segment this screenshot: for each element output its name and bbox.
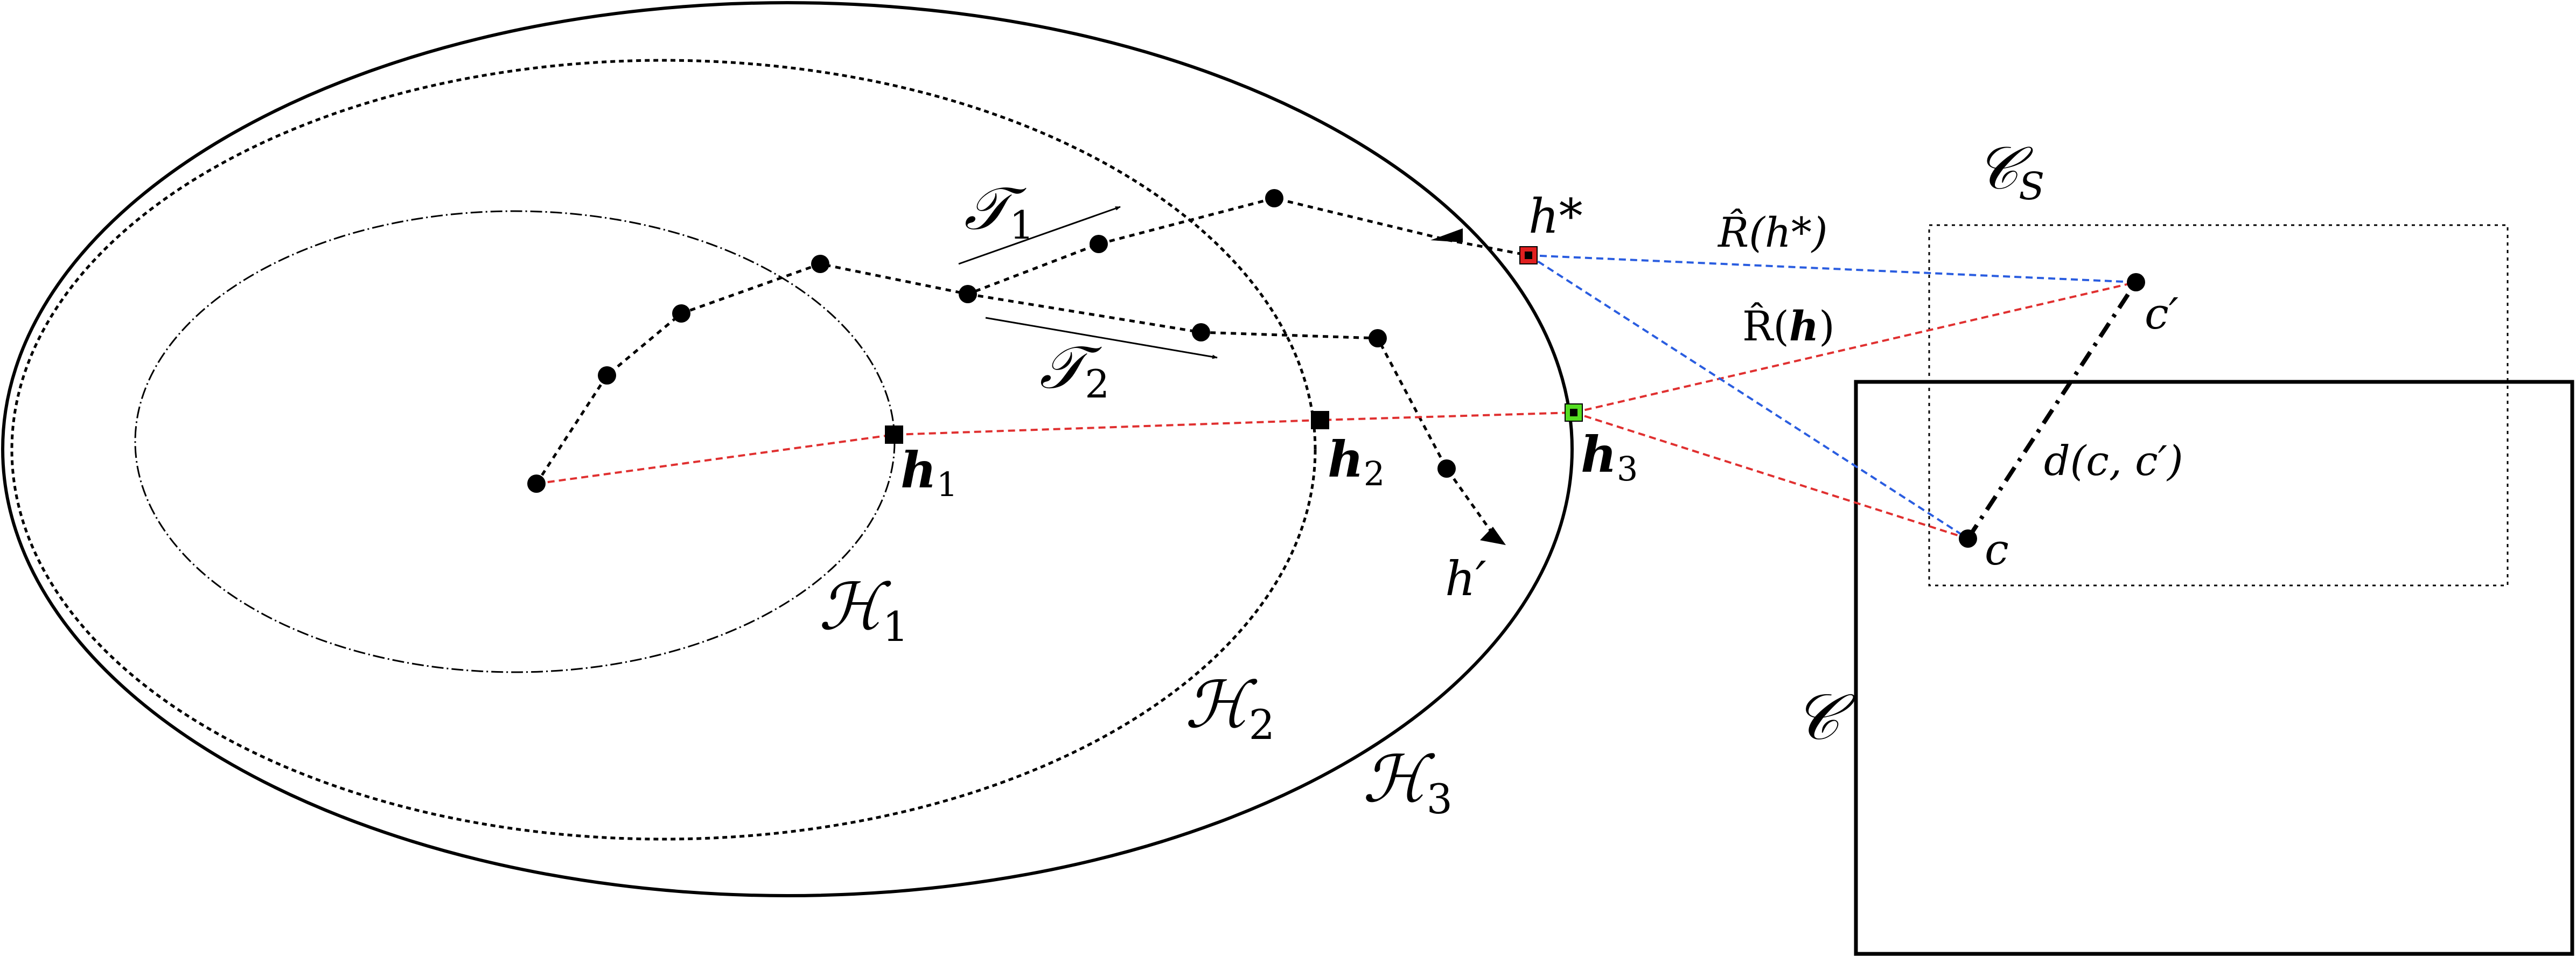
point-c-dot	[1959, 529, 1977, 548]
trajectory-t1-arrow	[958, 206, 1121, 265]
blue-path-hstar-to-c	[1527, 254, 1969, 540]
point-h1-label: h1	[900, 441, 958, 504]
trajectory-nodes	[527, 189, 1456, 493]
trajectory-t2-end-triangle	[1480, 527, 1506, 545]
set-c-rect	[1854, 380, 2574, 956]
set-cs-label: 𝒞S	[1975, 134, 2044, 208]
trajectory-node	[1369, 329, 1387, 347]
red-path-h3-to-c-prime	[1573, 281, 2137, 414]
edge-r-hat-h-label: R̂(h)	[1742, 302, 1835, 350]
trajectory-node	[1192, 323, 1210, 341]
distance-c-c-prime-line	[1966, 281, 2138, 540]
region-h3-boundary	[1, 1, 1574, 897]
trajectory-t2-label: 𝒯2	[1039, 333, 1109, 407]
trajectory-node	[1090, 235, 1108, 253]
point-h-star-label: h*	[1528, 189, 1583, 244]
point-h-prime-label: h′	[1445, 551, 1486, 606]
point-c-prime-label: c′	[2145, 289, 2179, 339]
trajectory-node	[811, 255, 829, 273]
region-h2-label: ℋ2	[1185, 668, 1275, 749]
point-c-label: c	[1985, 525, 2009, 575]
edge-r-hat-hstar-label: R̂(h*)	[1717, 208, 1827, 256]
trajectory-node	[1437, 459, 1456, 478]
trajectory-node	[598, 366, 616, 385]
blue-path-hstar-to-c-prime	[1528, 254, 2137, 283]
point-h2-marker	[1311, 411, 1329, 429]
region-h2-boundary	[10, 59, 1317, 841]
point-c-prime-dot	[2127, 273, 2145, 291]
red-path-h-to-h3	[536, 411, 1574, 485]
trajectory-node	[1265, 189, 1283, 207]
edge-distance-label: d(c, c′)	[2044, 437, 2183, 485]
trajectory-branch-node	[959, 285, 977, 303]
set-c-label: 𝒞	[1793, 680, 1855, 754]
red-path-h3-to-c	[1573, 411, 1968, 540]
point-h2-label: h2	[1328, 430, 1385, 493]
trajectory-t1-end-triangle	[1430, 228, 1463, 242]
point-h1-marker	[885, 425, 903, 444]
region-h1-boundary	[134, 210, 896, 673]
trajectory-t2-arrow	[985, 317, 1218, 359]
trajectory-t1-label: 𝒯1	[964, 174, 1034, 248]
trajectory-start-node	[527, 474, 546, 493]
point-h3-label: h3	[1581, 425, 1638, 489]
region-h3-label: ℋ3	[1363, 742, 1453, 823]
trajectory-node	[672, 304, 690, 323]
set-cs-rect	[1928, 224, 2509, 587]
region-h1-label: ℋ1	[819, 570, 909, 651]
